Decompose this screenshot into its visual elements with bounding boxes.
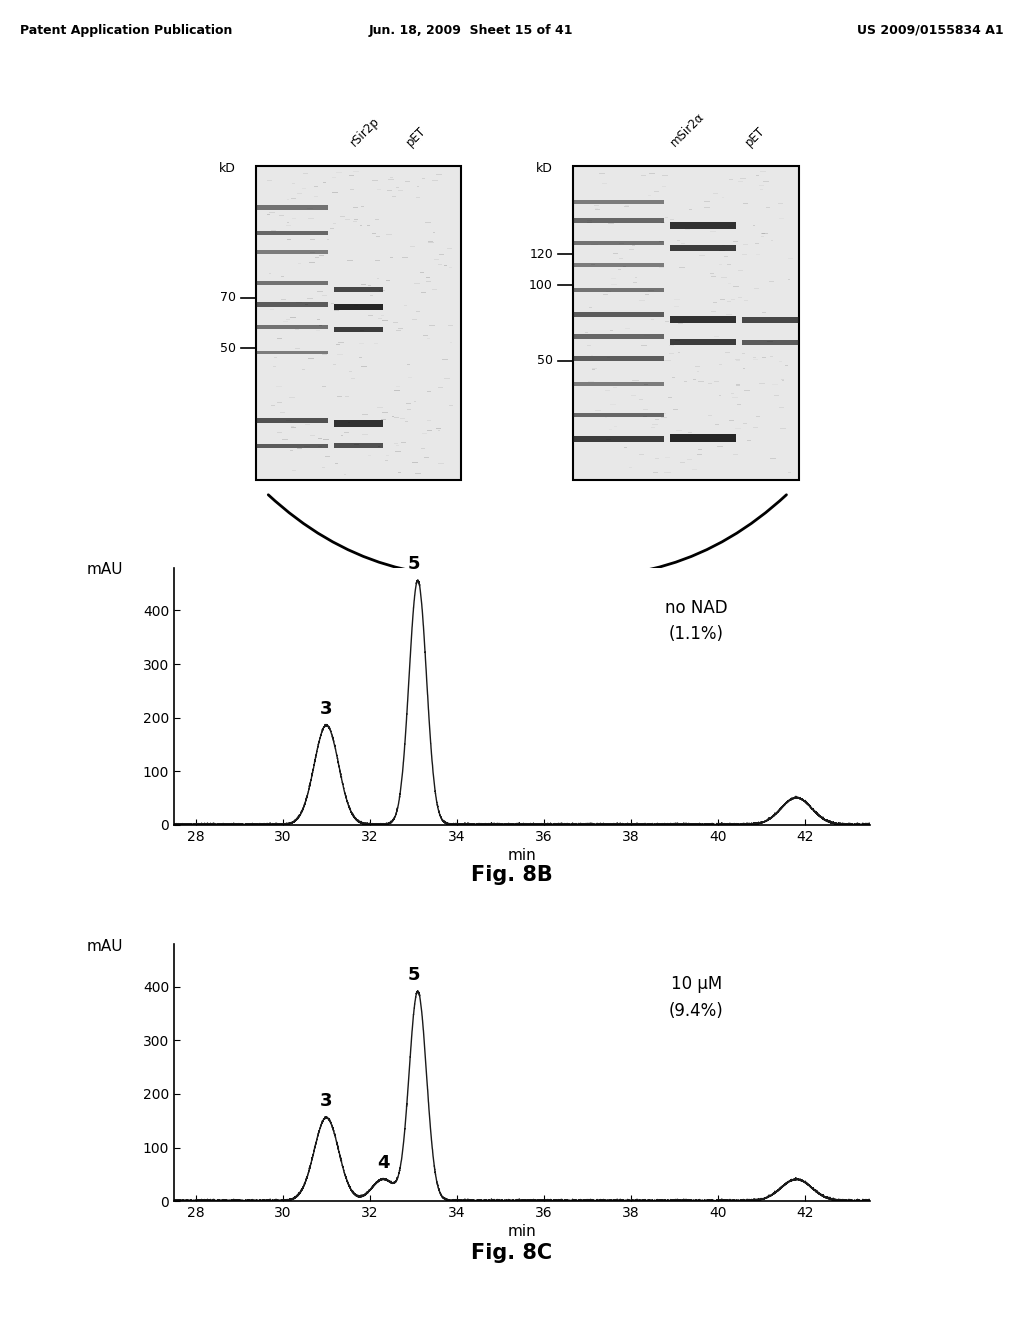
Bar <box>671 315 735 323</box>
X-axis label: min: min <box>508 847 537 863</box>
Bar <box>256 444 328 449</box>
Text: 4: 4 <box>377 1154 389 1172</box>
Bar <box>671 246 735 251</box>
Text: 50: 50 <box>219 342 236 355</box>
Bar <box>256 302 328 308</box>
Text: Fig. 8A: Fig. 8A <box>471 619 553 639</box>
Bar <box>671 339 735 345</box>
Bar <box>256 281 328 285</box>
Bar <box>334 286 383 292</box>
Text: US 2009/0155834 A1: US 2009/0155834 A1 <box>857 24 1004 37</box>
Text: 100: 100 <box>529 279 553 292</box>
Text: 70: 70 <box>219 292 236 305</box>
Bar <box>256 417 328 424</box>
Bar <box>334 304 383 310</box>
Bar <box>573 218 664 223</box>
Text: mSir2α: mSir2α <box>668 110 708 149</box>
Bar <box>742 341 799 345</box>
Y-axis label: mAU: mAU <box>86 939 123 953</box>
Text: 5: 5 <box>408 554 420 573</box>
Bar <box>573 355 664 360</box>
X-axis label: min: min <box>508 1224 537 1239</box>
Bar <box>334 444 383 449</box>
Text: pET: pET <box>403 124 428 149</box>
Text: 3: 3 <box>321 700 333 718</box>
Bar <box>573 240 664 244</box>
Bar <box>573 166 799 480</box>
Bar <box>334 420 383 426</box>
Y-axis label: mAU: mAU <box>86 562 123 577</box>
Text: pET: pET <box>742 124 767 149</box>
Bar <box>256 325 328 329</box>
Bar <box>573 334 664 339</box>
Text: Fig. 8C: Fig. 8C <box>471 1243 553 1263</box>
Text: 120: 120 <box>529 248 553 260</box>
Text: Patent Application Publication: Patent Application Publication <box>20 24 232 37</box>
Bar <box>573 381 664 385</box>
Bar <box>573 436 664 442</box>
Bar <box>256 351 328 354</box>
Bar <box>256 166 461 480</box>
Text: rSir2p: rSir2p <box>348 115 383 149</box>
Bar <box>256 206 328 210</box>
Text: no NAD
(1.1%): no NAD (1.1%) <box>665 599 728 643</box>
Bar <box>334 327 383 333</box>
Text: Jun. 18, 2009  Sheet 15 of 41: Jun. 18, 2009 Sheet 15 of 41 <box>369 24 573 37</box>
Bar <box>573 413 664 417</box>
Bar <box>742 317 799 323</box>
Bar <box>573 263 664 267</box>
Text: 10 μM
(9.4%): 10 μM (9.4%) <box>669 975 724 1019</box>
Bar <box>671 222 735 228</box>
Bar <box>573 201 664 203</box>
Text: Fig. 8B: Fig. 8B <box>471 865 553 884</box>
Bar <box>573 288 664 292</box>
Text: kD: kD <box>537 162 553 174</box>
Text: 3: 3 <box>321 1092 333 1110</box>
Bar <box>256 251 328 253</box>
Bar <box>256 231 328 235</box>
Text: 5: 5 <box>408 966 420 983</box>
Bar <box>671 434 735 442</box>
Text: 50: 50 <box>537 354 553 367</box>
Bar <box>573 312 664 317</box>
Text: kD: kD <box>219 162 236 174</box>
